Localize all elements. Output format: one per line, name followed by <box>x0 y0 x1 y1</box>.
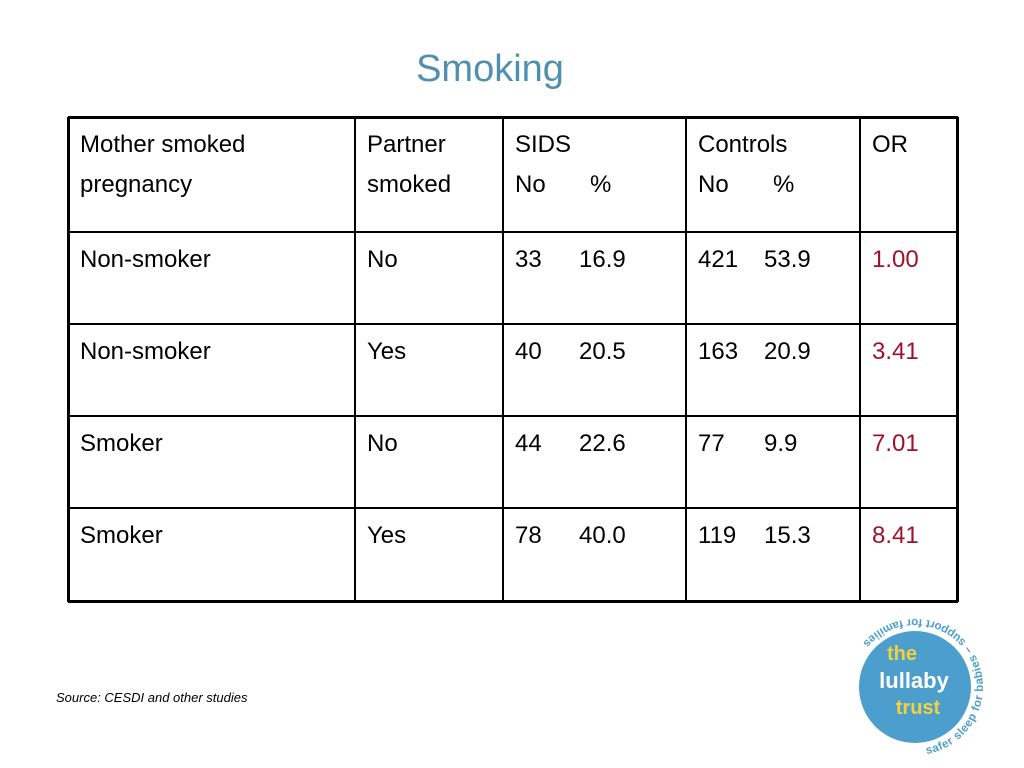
count: No <box>515 171 546 198</box>
source-note: Source: CESDI and other studies <box>56 690 248 705</box>
count: 40 <box>515 338 542 365</box>
cell: Smoker <box>80 430 163 457</box>
percent: 40.0 <box>579 522 626 549</box>
logo-text: lullaby <box>879 668 949 693</box>
percent: % <box>773 171 795 198</box>
table-border <box>956 117 959 602</box>
header-cell: OR <box>860 117 957 232</box>
count: 78 <box>515 522 542 549</box>
odds-ratio: 3.41 <box>872 338 919 365</box>
table-border <box>685 117 687 602</box>
percent: 22.6 <box>579 430 626 457</box>
odds-ratio: 8.41 <box>872 522 919 549</box>
table-border <box>67 117 70 602</box>
count: 163 <box>698 338 739 365</box>
header-cell: Controls <box>686 117 860 232</box>
table-border <box>502 117 504 602</box>
header-text: Controls <box>698 131 788 158</box>
header-text: smoked <box>367 171 452 198</box>
header-text: Partner <box>367 131 446 158</box>
header-text: OR <box>872 131 908 158</box>
percent: 16.9 <box>579 246 626 273</box>
count: 77 <box>698 430 725 457</box>
table-border <box>354 117 356 602</box>
count: 421 <box>698 246 739 273</box>
percent: 9.9 <box>764 430 798 457</box>
cell: No <box>367 246 398 273</box>
table-border <box>68 116 958 119</box>
slide-title: Smoking <box>416 48 564 90</box>
count: 119 <box>698 522 737 549</box>
cell: Smoker <box>80 522 163 549</box>
logo-circle <box>859 631 971 743</box>
table-border <box>68 323 958 325</box>
cell: Non-smoker <box>80 246 211 273</box>
cell: Yes <box>367 522 407 549</box>
percent: 20.5 <box>579 338 626 365</box>
count: No <box>698 171 729 198</box>
logo: the lullaby trust safer sleep for babies… <box>859 616 986 757</box>
cell: Non-smoker <box>80 338 211 365</box>
logo-text: trust <box>896 697 941 719</box>
table-border <box>68 231 958 233</box>
header-text: Mother smoked <box>80 131 246 158</box>
header-cell: Mother smoked pregnancy <box>68 117 355 232</box>
count: 33 <box>515 246 542 273</box>
percent: 53.9 <box>764 246 811 273</box>
percent: 15.3 <box>764 522 811 549</box>
table-border <box>68 600 958 603</box>
odds-ratio: 7.01 <box>872 430 919 457</box>
table-border <box>68 507 958 509</box>
table-border <box>68 415 958 417</box>
count: 44 <box>515 430 542 457</box>
cell: No <box>367 430 398 457</box>
percent: % <box>590 171 612 198</box>
cell: Yes <box>367 338 407 365</box>
header-cell: Partner smoked <box>355 117 503 232</box>
header-text: pregnancy <box>80 171 193 198</box>
header-cell: SIDS <box>503 117 686 232</box>
percent: 20.9 <box>764 338 811 365</box>
table-border <box>859 117 861 602</box>
header-text: SIDS <box>515 131 572 158</box>
logo-text: the <box>887 643 917 665</box>
odds-ratio: 1.00 <box>872 246 919 273</box>
